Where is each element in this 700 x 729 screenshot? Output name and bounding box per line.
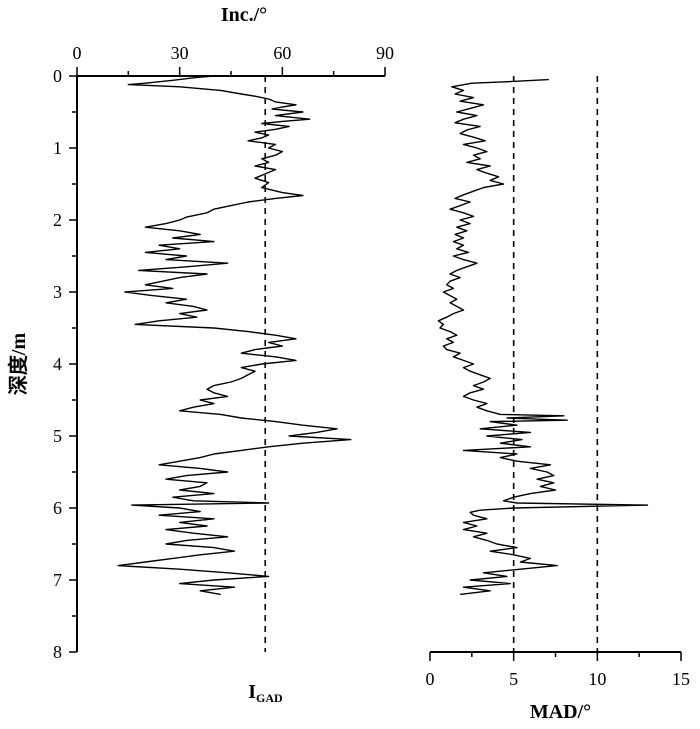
x-tick-label: 5 [509, 669, 518, 689]
y-tick-label: 0 [53, 66, 62, 86]
x-tick-label: 15 [672, 669, 690, 689]
mad-panel: 0 5 10 15 MAD/° [426, 76, 690, 723]
x-tick-label: 90 [376, 43, 394, 63]
y-tick-label: 2 [53, 210, 62, 230]
x-axis-title: Inc./° [221, 4, 267, 26]
mad-series-line [437, 78, 649, 596]
igad-label-main: I [248, 681, 256, 703]
x-tick-label: 10 [588, 669, 606, 689]
inclination-panel: 0 30 60 90 0 1 2 3 4 5 6 7 8 Inc./° 深度/m IGAD [6, 4, 394, 705]
igad-label: IGAD [248, 681, 283, 705]
x-axis-title: MAD/° [530, 701, 591, 723]
x-tick-label: 60 [273, 43, 291, 63]
x-tick-label: 0 [73, 43, 82, 63]
y-axis-title: 深度/m [6, 333, 30, 396]
y-tick-label: 3 [53, 282, 62, 302]
x-tick-label: 0 [426, 669, 435, 689]
y-tick-label: 6 [53, 498, 62, 518]
y-tick-label: 8 [53, 642, 62, 662]
inclination-series-line [117, 75, 352, 596]
y-tick-label: 5 [53, 426, 62, 446]
y-tick-label: 7 [53, 570, 62, 590]
y-tick-label: 1 [53, 138, 62, 158]
x-tick-label: 30 [171, 43, 189, 63]
y-tick-label: 4 [53, 354, 62, 374]
igad-label-sub: GAD [256, 691, 283, 705]
